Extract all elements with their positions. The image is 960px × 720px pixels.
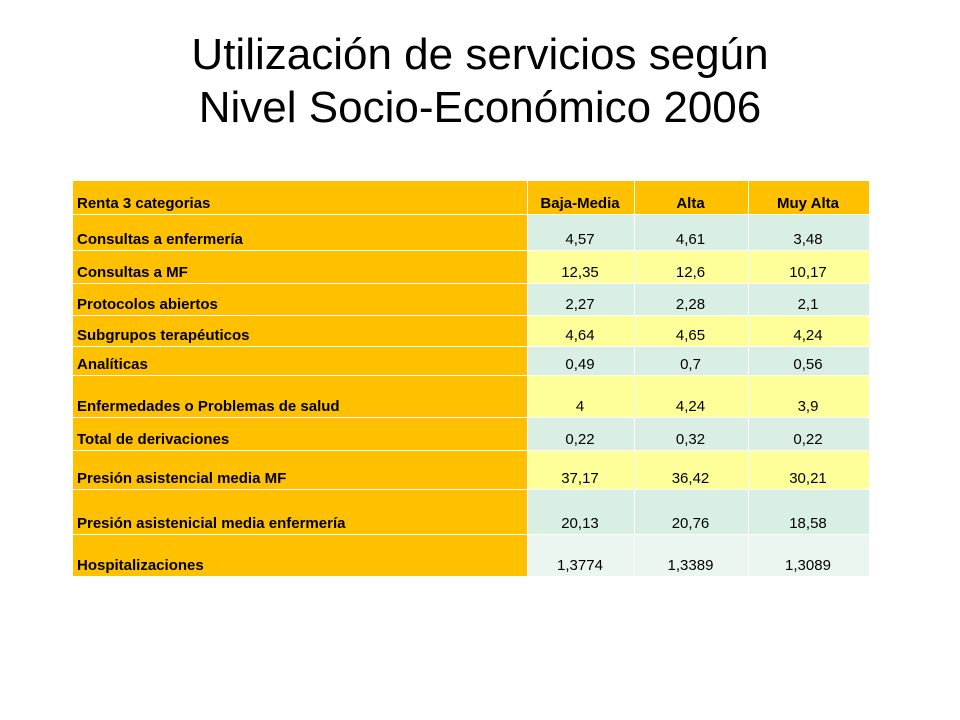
cell-value: 4,64 xyxy=(528,316,635,347)
row-label: Hospitalizaciones xyxy=(73,535,528,577)
cell-value: 4,61 xyxy=(635,215,749,251)
header-cell-baja-media: Baja-Media xyxy=(528,181,635,215)
cell-value: 4,24 xyxy=(635,376,749,418)
cell-value: 0,22 xyxy=(528,418,635,451)
cell-value: 2,27 xyxy=(528,284,635,316)
cell-value: 2,1 xyxy=(749,284,870,316)
cell-value: 0,49 xyxy=(528,347,635,376)
cell-value: 4,57 xyxy=(528,215,635,251)
cell-value: 0,56 xyxy=(749,347,870,376)
header-row: Renta 3 categorias Baja-Media Alta Muy A… xyxy=(73,181,870,215)
cell-value: 1,3389 xyxy=(635,535,749,577)
cell-value: 4 xyxy=(528,376,635,418)
table-row: Subgrupos terapéuticos 4,64 4,65 4,24 xyxy=(73,316,870,347)
row-label: Protocolos abiertos xyxy=(73,284,528,316)
table-row: Total de derivaciones 0,22 0,32 0,22 xyxy=(73,418,870,451)
table-row: Analíticas 0,49 0,7 0,56 xyxy=(73,347,870,376)
cell-value: 10,17 xyxy=(749,251,870,284)
header-cell-category: Renta 3 categorias xyxy=(73,181,528,215)
row-label: Total de derivaciones xyxy=(73,418,528,451)
table-row: Presión asistencial media MF 37,17 36,42… xyxy=(73,451,870,490)
table-row: Presión asistenicial media enfermería 20… xyxy=(73,490,870,535)
row-label: Consultas a enfermería xyxy=(73,215,528,251)
row-label: Enfermedades o Problemas de salud xyxy=(73,376,528,418)
cell-value: 2,28 xyxy=(635,284,749,316)
row-label: Presión asistencial media MF xyxy=(73,451,528,490)
cell-value: 3,48 xyxy=(749,215,870,251)
table-row: Protocolos abiertos 2,27 2,28 2,1 xyxy=(73,284,870,316)
table-row: Enfermedades o Problemas de salud 4 4,24… xyxy=(73,376,870,418)
cell-value: 12,35 xyxy=(528,251,635,284)
row-label: Presión asistenicial media enfermería xyxy=(73,490,528,535)
row-label: Consultas a MF xyxy=(73,251,528,284)
table-row: Consultas a enfermería 4,57 4,61 3,48 xyxy=(73,215,870,251)
cell-value: 1,3774 xyxy=(528,535,635,577)
header-cell-muy-alta: Muy Alta xyxy=(749,181,870,215)
title-line-1: Utilización de servicios según xyxy=(0,28,960,81)
cell-value: 37,17 xyxy=(528,451,635,490)
row-label: Analíticas xyxy=(73,347,528,376)
cell-value: 36,42 xyxy=(635,451,749,490)
cell-value: 30,21 xyxy=(749,451,870,490)
cell-value: 4,24 xyxy=(749,316,870,347)
cell-value: 18,58 xyxy=(749,490,870,535)
services-table: Renta 3 categorias Baja-Media Alta Muy A… xyxy=(72,180,870,577)
cell-value: 0,32 xyxy=(635,418,749,451)
cell-value: 4,65 xyxy=(635,316,749,347)
cell-value: 12,6 xyxy=(635,251,749,284)
cell-value: 0,22 xyxy=(749,418,870,451)
slide-title: Utilización de servicios según Nivel Soc… xyxy=(0,28,960,134)
cell-value: 20,76 xyxy=(635,490,749,535)
cell-value: 0,7 xyxy=(635,347,749,376)
row-label: Subgrupos terapéuticos xyxy=(73,316,528,347)
cell-value: 1,3089 xyxy=(749,535,870,577)
table-row: Hospitalizaciones 1,3774 1,3389 1,3089 xyxy=(73,535,870,577)
table-row: Consultas a MF 12,35 12,6 10,17 xyxy=(73,251,870,284)
cell-value: 3,9 xyxy=(749,376,870,418)
title-line-2: Nivel Socio-Económico 2006 xyxy=(0,81,960,134)
cell-value: 20,13 xyxy=(528,490,635,535)
header-cell-alta: Alta xyxy=(635,181,749,215)
